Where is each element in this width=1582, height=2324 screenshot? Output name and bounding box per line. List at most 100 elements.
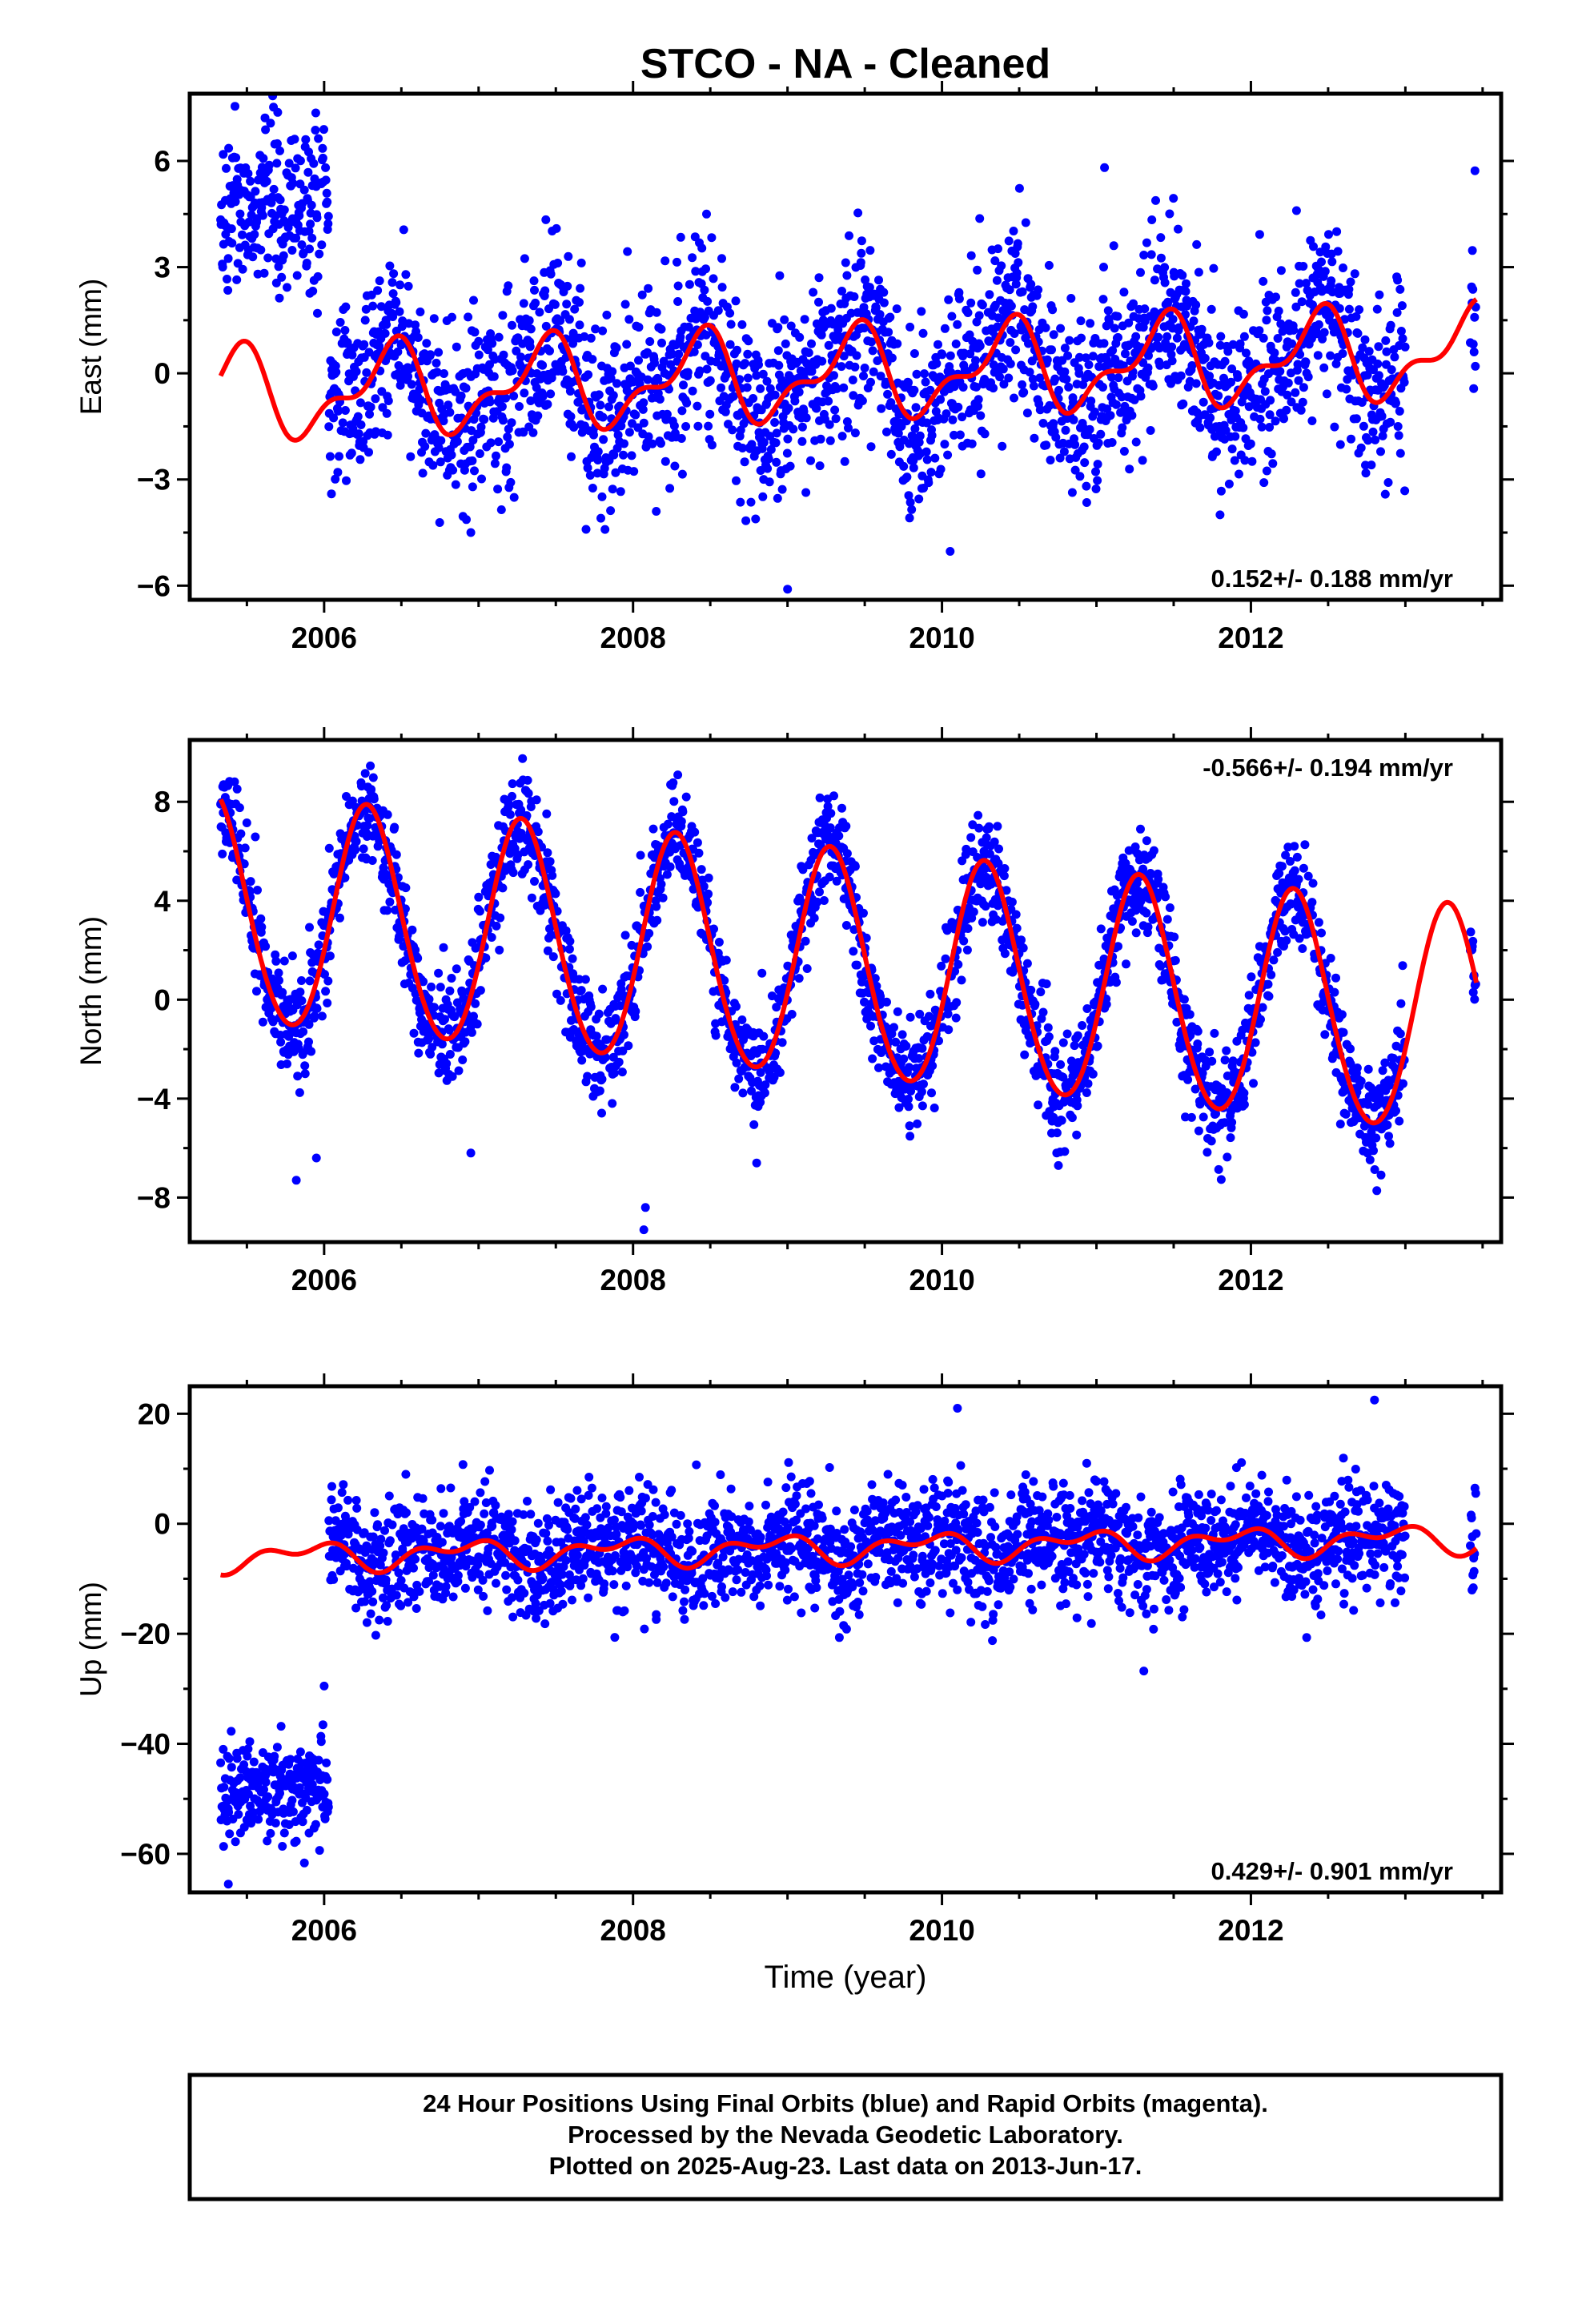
data-point	[982, 833, 991, 842]
data-point	[1300, 840, 1310, 850]
data-point	[611, 468, 620, 477]
data-point	[948, 415, 958, 424]
data-point	[914, 1054, 924, 1063]
data-point	[307, 1047, 316, 1056]
data-point	[790, 396, 800, 406]
data-point	[1138, 456, 1147, 465]
data-point	[681, 792, 691, 802]
data-point	[744, 336, 753, 346]
data-point	[1330, 422, 1339, 432]
data-point	[246, 877, 255, 887]
data-point	[1396, 327, 1406, 336]
data-point	[1034, 285, 1043, 295]
east-y-axis-label: East (mm)	[74, 279, 107, 416]
data-point	[1022, 959, 1032, 968]
data-point	[465, 442, 475, 452]
data-point	[976, 411, 986, 420]
data-point	[656, 879, 666, 889]
data-point	[1326, 954, 1335, 963]
data-point	[885, 312, 895, 322]
data-point	[842, 417, 852, 426]
data-point	[1283, 390, 1292, 400]
data-point	[905, 322, 915, 332]
data-point	[904, 378, 913, 388]
data-point	[383, 430, 392, 440]
data-point	[985, 849, 994, 858]
data-point	[1223, 347, 1233, 356]
data-point	[1034, 1100, 1043, 1110]
data-point	[1267, 970, 1276, 979]
data-point	[258, 211, 267, 220]
data-point	[445, 1050, 455, 1059]
data-point	[674, 349, 684, 359]
data-point	[620, 931, 630, 940]
data-point	[938, 350, 947, 360]
data-point	[902, 472, 912, 482]
data-point	[598, 412, 608, 422]
data-point	[944, 295, 954, 304]
data-point	[848, 376, 857, 384]
data-point	[331, 368, 341, 377]
data-point	[1337, 1010, 1347, 1019]
data-point	[551, 889, 560, 899]
data-point	[801, 488, 811, 497]
data-point	[693, 421, 703, 431]
data-point	[1106, 411, 1115, 420]
data-point	[1172, 1017, 1182, 1027]
data-point	[268, 1017, 278, 1027]
data-point	[563, 281, 572, 291]
data-point	[287, 951, 297, 961]
data-point	[1056, 324, 1066, 333]
data-point	[1247, 1047, 1257, 1057]
data-point	[1050, 374, 1060, 384]
data-point	[1255, 326, 1264, 336]
data-point	[1038, 419, 1048, 428]
data-point	[876, 991, 885, 1001]
data-point	[1221, 426, 1231, 435]
data-point	[1036, 987, 1046, 997]
data-point	[279, 205, 289, 215]
data-point	[1468, 246, 1477, 255]
data-point	[1048, 305, 1058, 315]
data-point	[366, 402, 375, 412]
data-point	[304, 1037, 313, 1047]
data-point	[1356, 1076, 1366, 1086]
data-point	[498, 311, 508, 320]
data-point	[389, 269, 399, 279]
data-point	[634, 323, 644, 332]
data-point	[942, 409, 951, 419]
data-point	[978, 918, 987, 927]
data-point	[383, 906, 392, 915]
data-point	[849, 391, 858, 400]
data-point	[322, 188, 331, 198]
data-point	[915, 431, 925, 440]
data-point	[954, 287, 964, 297]
data-point	[1289, 325, 1299, 335]
data-point	[860, 997, 869, 1007]
data-point	[445, 986, 455, 995]
data-point	[702, 364, 712, 374]
data-point	[305, 923, 314, 932]
data-point	[1042, 440, 1051, 450]
data-point	[849, 292, 859, 301]
data-point	[1291, 388, 1300, 397]
data-point	[1393, 422, 1403, 431]
data-point	[283, 283, 291, 292]
data-point	[954, 294, 964, 304]
data-point	[801, 936, 810, 946]
data-point	[588, 484, 597, 493]
data-point	[648, 824, 658, 834]
data-point	[959, 936, 969, 946]
data-point	[235, 803, 244, 813]
data-point	[546, 269, 556, 279]
data-point	[1066, 294, 1076, 303]
data-point	[589, 430, 598, 440]
data-point	[1239, 1088, 1249, 1098]
data-point	[868, 1054, 877, 1063]
data-point	[921, 447, 931, 456]
data-point	[731, 296, 741, 306]
data-point	[704, 873, 713, 883]
data-point	[593, 456, 603, 464]
data-point	[700, 312, 709, 322]
data-point	[596, 513, 605, 523]
